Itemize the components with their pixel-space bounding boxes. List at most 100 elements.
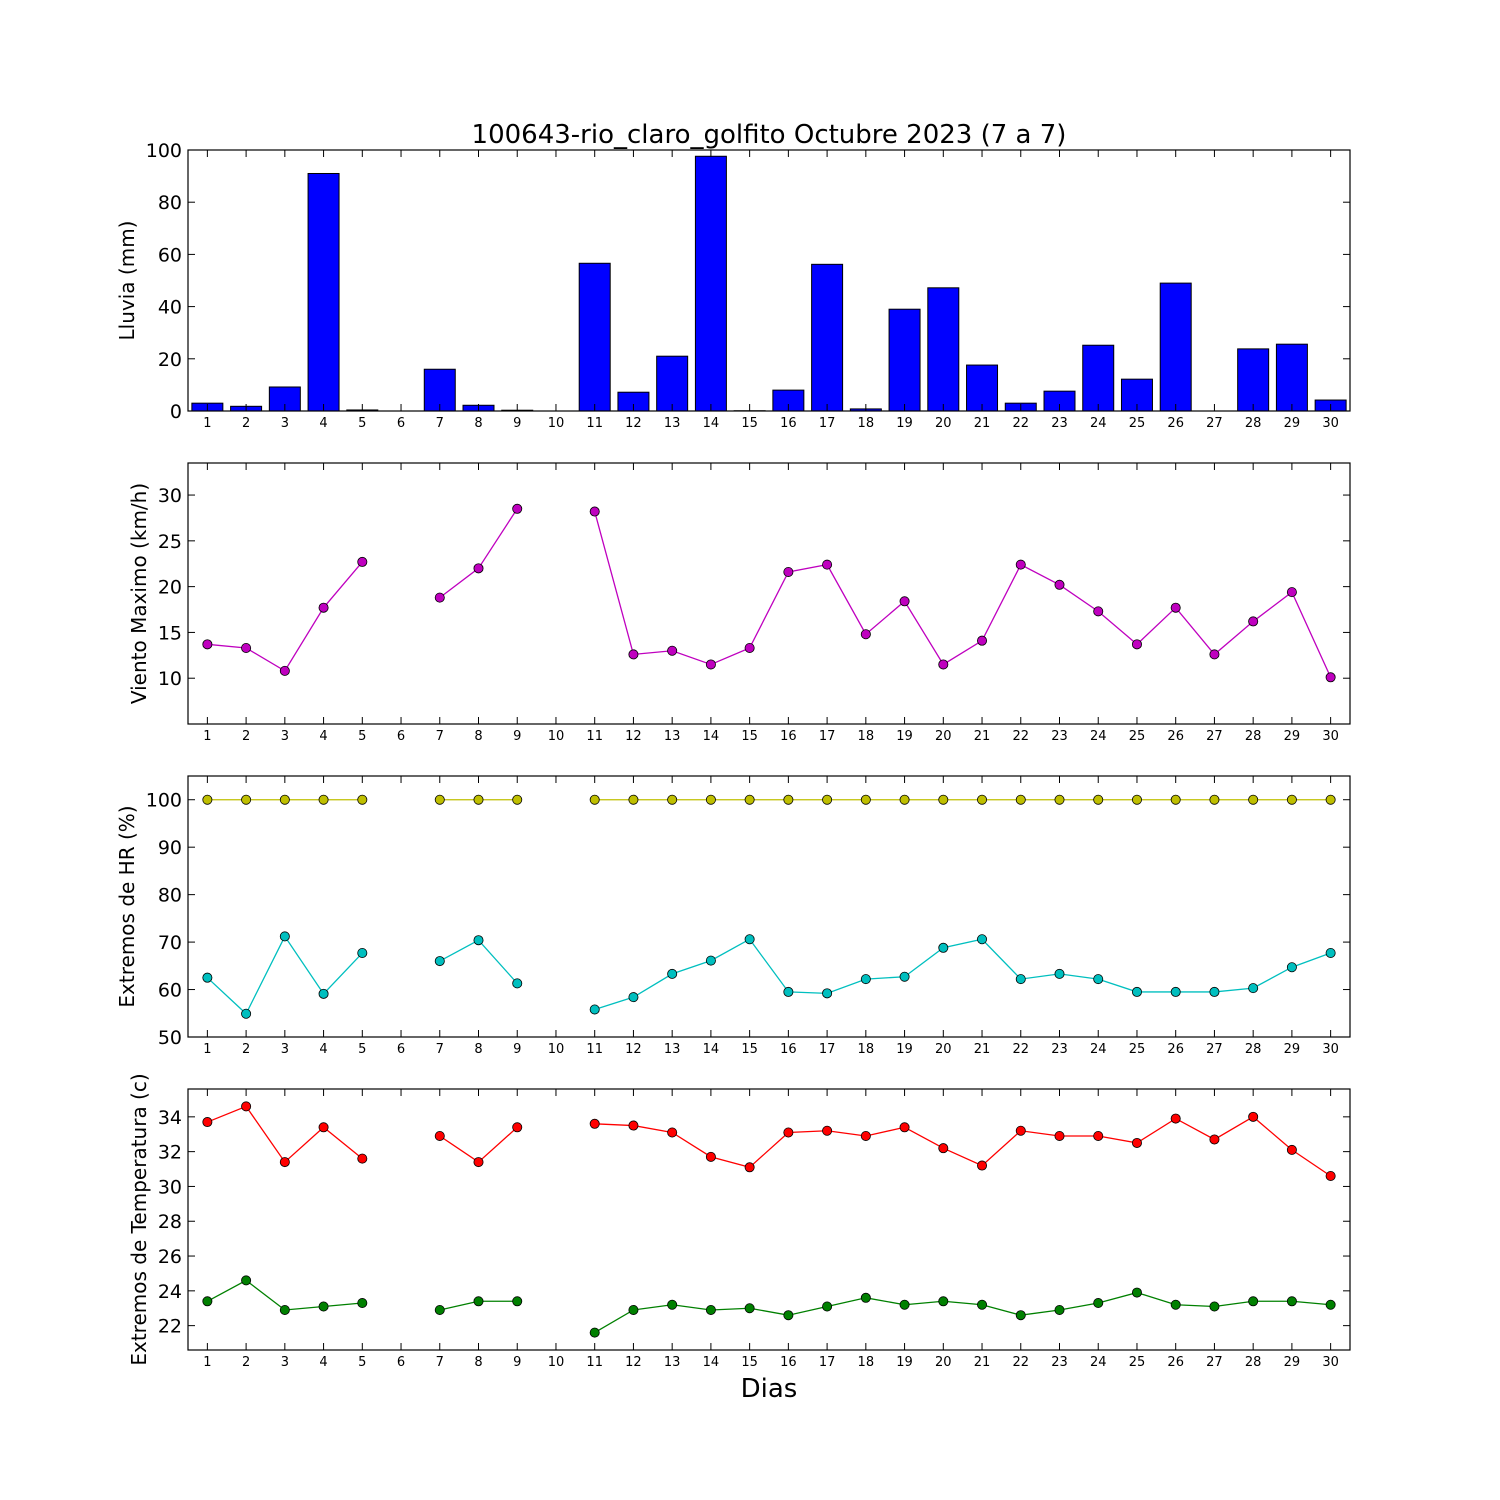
- temperature-xtick-label: 22: [1012, 1355, 1029, 1370]
- humidity-series-0-point: [241, 794, 252, 805]
- temperature-xtick-label: 7: [436, 1355, 444, 1370]
- temperature-xtick-label: 23: [1051, 1355, 1068, 1370]
- temperature-xtick-label: 2: [242, 1355, 250, 1370]
- wind-xtick-label: 12: [625, 729, 642, 744]
- temperature-ytick-label: 26: [158, 1246, 182, 1268]
- rain-xtick-label: 24: [1090, 416, 1107, 431]
- humidity-xtick-label: 18: [858, 1042, 875, 1057]
- wind-series-0-point: [1015, 559, 1026, 570]
- humidity-series-1-point: [1093, 974, 1104, 985]
- wind-series-0-point: [860, 629, 871, 640]
- rain-bar: [578, 262, 611, 412]
- wind-xtick-label: 18: [858, 729, 875, 744]
- temperature-series-0-point: [434, 1130, 445, 1141]
- humidity-series-1-point: [1054, 968, 1065, 979]
- temperature-series-1-point: [589, 1327, 600, 1338]
- temperature-xtick-label: 30: [1322, 1355, 1339, 1370]
- rain-xtick-label: 9: [513, 416, 521, 431]
- humidity-series-1-point: [1170, 986, 1181, 997]
- humidity-xtick-label: 5: [358, 1042, 366, 1057]
- temperature-xtick-label: 27: [1206, 1355, 1223, 1370]
- wind-xtick-label: 23: [1051, 729, 1068, 744]
- humidity-series-1-point: [473, 935, 484, 946]
- humidity-xtick-label: 3: [281, 1042, 289, 1057]
- temperature-series-1-point: [1286, 1296, 1297, 1307]
- rain-bar: [811, 263, 844, 412]
- humidity-series-0-point: [628, 794, 639, 805]
- humidity-series-1-point: [589, 1004, 600, 1015]
- temperature-series-0-point: [1054, 1130, 1065, 1141]
- wind-xtick-label: 4: [319, 729, 327, 744]
- temperature-xtick-label: 13: [664, 1355, 681, 1370]
- temperature-series-1-point: [822, 1301, 833, 1312]
- temperature-series-1-point: [279, 1304, 290, 1315]
- humidity-series-0-point: [860, 794, 871, 805]
- temperature-series-1-point: [1093, 1298, 1104, 1309]
- humidity-series-0-point: [1170, 794, 1181, 805]
- temperature-series-0-point: [977, 1160, 988, 1171]
- temperature-series-0-point: [241, 1101, 252, 1112]
- humidity-xtick-label: 6: [397, 1042, 405, 1057]
- rain-xtick-label: 28: [1245, 416, 1262, 431]
- humidity-series-1-point: [1131, 986, 1142, 997]
- temperature-series-0-point: [744, 1162, 755, 1173]
- temperature-series-0-point: [705, 1151, 716, 1162]
- humidity-xtick-label: 17: [819, 1042, 836, 1057]
- rain-xtick-label: 6: [397, 416, 405, 431]
- rain-xtick-label: 22: [1012, 416, 1029, 431]
- wind-series-0-point: [202, 639, 213, 650]
- temperature-axes-frame: [187, 1088, 1351, 1351]
- wind-xtick-label: 20: [935, 729, 952, 744]
- temperature-series-1-point: [977, 1299, 988, 1310]
- rain-xtick-label: 2: [242, 416, 250, 431]
- rain-ytick-label: 20: [158, 349, 182, 371]
- rain-xtick-label: 23: [1051, 416, 1068, 431]
- temperature-series-1-point: [744, 1303, 755, 1314]
- humidity-series-0-point: [1248, 794, 1259, 805]
- temperature-ytick-label: 22: [158, 1316, 182, 1338]
- wind-xtick-label: 30: [1322, 729, 1339, 744]
- rain-xtick-label: 4: [319, 416, 327, 431]
- temperature-xtick-label: 26: [1167, 1355, 1184, 1370]
- humidity-series-0-point: [1054, 794, 1065, 805]
- humidity-xtick-label: 28: [1245, 1042, 1262, 1057]
- temperature-ytick-label: 28: [158, 1211, 182, 1233]
- wind-ytick-label: 25: [158, 531, 182, 553]
- rain-xtick-label: 10: [548, 416, 565, 431]
- wind-series-0-point: [667, 645, 678, 656]
- temperature-ylabel: Extremos de Temperatura (c): [127, 1073, 151, 1365]
- rain-xtick-label: 12: [625, 416, 642, 431]
- rain-xtick-label: 29: [1284, 416, 1301, 431]
- humidity-series-0-point: [434, 794, 445, 805]
- rain-xtick-label: 30: [1322, 416, 1339, 431]
- humidity-series-1-point: [1248, 983, 1259, 994]
- wind-xtick-label: 1: [203, 729, 211, 744]
- temperature-xtick-label: 29: [1284, 1355, 1301, 1370]
- humidity-ytick-label: 90: [158, 837, 182, 859]
- temperature-xtick-label: 6: [397, 1355, 405, 1370]
- humidity-xtick-label: 8: [474, 1042, 482, 1057]
- temperature-series-1-point: [1170, 1299, 1181, 1310]
- x-axis-label: Dias: [741, 1374, 798, 1404]
- humidity-series-0-point: [1325, 794, 1336, 805]
- humidity-series-1-point: [938, 942, 949, 953]
- temperature-series-1-point: [241, 1275, 252, 1286]
- humidity-series-1-point: [899, 971, 910, 982]
- temperature-xtick-label: 25: [1129, 1355, 1146, 1370]
- temperature-series-0-point: [357, 1153, 368, 1164]
- humidity-xtick-label: 16: [780, 1042, 797, 1057]
- wind-series-0-point: [473, 563, 484, 574]
- temperature-ytick-label: 34: [158, 1107, 182, 1129]
- humidity-series-1-point: [1286, 962, 1297, 973]
- humidity-series-0-point: [589, 794, 600, 805]
- wind-xtick-label: 8: [474, 729, 482, 744]
- humidity-series-0-point: [705, 794, 716, 805]
- temperature-series-0-line: [594, 1116, 1331, 1177]
- wind-ytick-label: 15: [158, 622, 182, 644]
- humidity-series-0-point: [357, 794, 368, 805]
- wind-xtick-label: 29: [1284, 729, 1301, 744]
- temperature-series-1-point: [899, 1299, 910, 1310]
